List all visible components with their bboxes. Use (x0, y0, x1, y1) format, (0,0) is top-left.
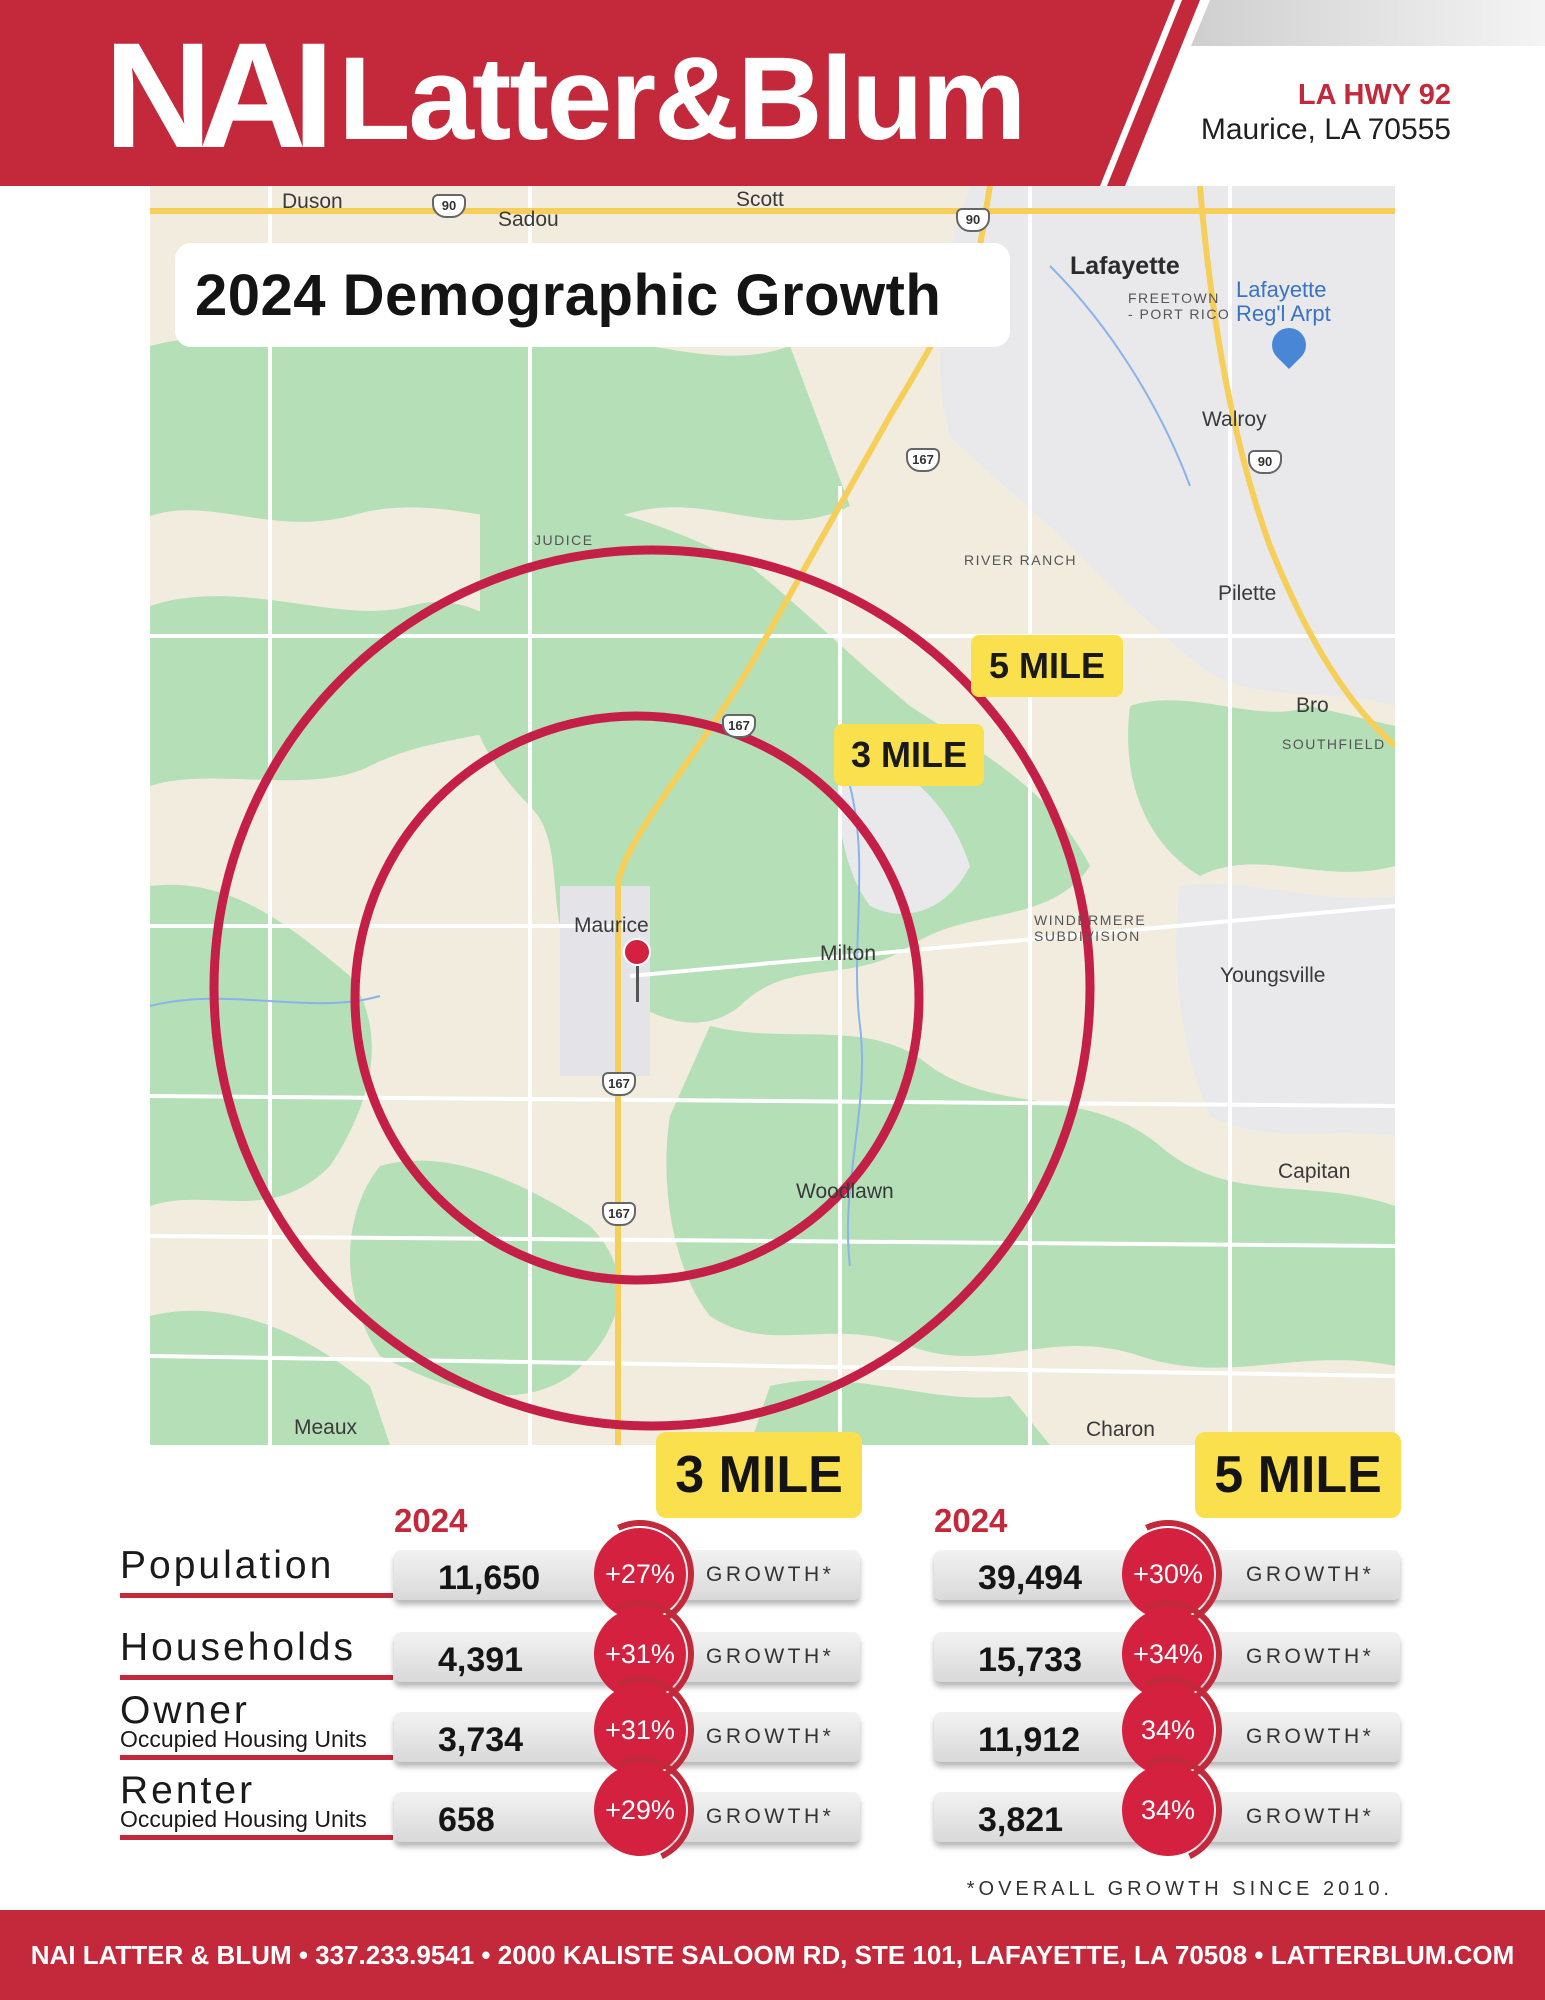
place-lafayette: Lafayette (1070, 252, 1180, 281)
growth-label: GROWTH* (1246, 1550, 1374, 1600)
address-city: Maurice, LA 70555 (1201, 112, 1451, 148)
place-judice: JUDICE (534, 532, 594, 548)
growth-label: GROWTH* (1246, 1712, 1374, 1762)
company-logo: NAI Latter&Blum (104, 20, 1024, 170)
address-highway: LA HWY 92 (1201, 78, 1451, 112)
row-label-text: Owner (120, 1694, 393, 1728)
place-meaux: Meaux (294, 1416, 357, 1440)
place-sadou: Sadou (498, 208, 559, 232)
growth-percent: +29% (594, 1764, 686, 1856)
highway-shield-90: 90 (956, 208, 990, 232)
place-maurice: Maurice (574, 914, 649, 938)
map-pin-icon (623, 938, 651, 966)
five-mile-heading: 5 MILE (1195, 1432, 1401, 1518)
place-walroy: Walroy (1202, 408, 1267, 432)
place-southfield: SOUTHFIELD (1282, 736, 1386, 752)
footer-contact: NAI LATTER & BLUM • 337.233.9541 • 2000 … (0, 1910, 1545, 2000)
row-label-owner: Owner Occupied Housing Units (120, 1694, 393, 1760)
highway-shield-90: 90 (432, 194, 466, 218)
place-duson: Duson (282, 190, 343, 214)
place-bro: Bro (1296, 694, 1329, 718)
five-mile-year: 2024 (934, 1502, 1007, 1540)
row-label-renter: Renter Occupied Housing Units (120, 1774, 393, 1840)
growth-label: GROWTH* (1246, 1792, 1374, 1842)
place-youngsville: Youngsville (1220, 964, 1325, 988)
place-charon: Charon (1086, 1418, 1155, 1442)
row-label-text: Population (120, 1546, 393, 1586)
place-pilette: Pilette (1218, 582, 1276, 606)
highway-shield-90: 90 (1248, 450, 1282, 474)
row-label-text: Renter (120, 1774, 393, 1808)
stat-value: 3,821 (978, 1792, 1063, 1848)
page-title: 2024 Demographic Growth (195, 262, 941, 329)
growth-label: GROWTH* (706, 1550, 834, 1600)
stat-value: 11,650 (438, 1550, 540, 1606)
growth-percent: 34% (1122, 1764, 1214, 1856)
stat-value: 4,391 (438, 1632, 523, 1688)
place-freetown: FREETOWN - PORT RICO (1128, 290, 1230, 322)
stat-value: 39,494 (978, 1550, 1082, 1606)
logo-nai: NAI (104, 20, 320, 170)
stat-value: 15,733 (978, 1632, 1082, 1688)
place-capitan: Capitan (1278, 1160, 1350, 1184)
map-base (150, 186, 1395, 1445)
three-mile-tag: 3 MILE (834, 724, 984, 786)
header: NAI Latter&Blum LA HWY 92 Maurice, LA 70… (0, 0, 1545, 186)
place-river-ranch: RIVER RANCH (964, 552, 1077, 568)
highway-shield-167: 167 (602, 1202, 636, 1226)
row-label-households: Households (120, 1628, 393, 1680)
logo-latter-blum: Latter&Blum (338, 28, 1024, 170)
map-title-box: 2024 Demographic Growth (175, 243, 1010, 347)
map-pin-stick (636, 966, 639, 1002)
three-mile-heading: 3 MILE (656, 1432, 862, 1518)
stat-value: 11,912 (978, 1712, 1080, 1768)
place-windermere: WINDERMERE SUBDIVISION (1034, 912, 1146, 944)
highway-shield-167: 167 (906, 448, 940, 472)
growth-label: GROWTH* (706, 1712, 834, 1762)
highway-shield-167: 167 (722, 714, 756, 738)
growth-label: GROWTH* (706, 1632, 834, 1682)
row-label-subtext: Occupied Housing Units (120, 1728, 393, 1750)
place-airport: Lafayette Reg'l Arpt (1236, 278, 1331, 326)
property-address: LA HWY 92 Maurice, LA 70555 (1201, 78, 1451, 148)
stat-value: 658 (438, 1792, 495, 1848)
five-mile-tag: 5 MILE (971, 635, 1123, 697)
growth-badge: +29% (594, 1764, 686, 1856)
growth-label: GROWTH* (1246, 1632, 1374, 1682)
place-woodlawn: Woodlawn (796, 1180, 894, 1204)
growth-label: GROWTH* (706, 1792, 834, 1842)
row-label-text: Households (120, 1628, 393, 1668)
three-mile-year: 2024 (394, 1502, 467, 1540)
row-label-population: Population (120, 1546, 393, 1598)
stat-value: 3,734 (438, 1712, 523, 1768)
row-label-subtext: Occupied Housing Units (120, 1808, 393, 1830)
demographic-map: Duson Sadou Scott Lafayette FREETOWN - P… (150, 186, 1395, 1445)
place-scott: Scott (736, 188, 784, 212)
growth-badge: 34% (1122, 1764, 1214, 1856)
highway-shield-167: 167 (602, 1072, 636, 1096)
place-milton: Milton (820, 942, 876, 966)
growth-footnote: *OVERALL GROWTH SINCE 2010. (967, 1878, 1393, 1901)
